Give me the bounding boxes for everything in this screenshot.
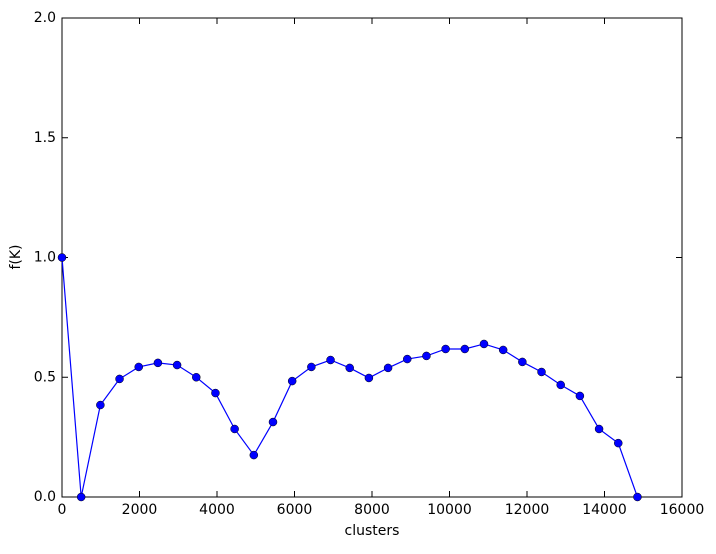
y-tick-label: 1.5 <box>34 130 56 146</box>
data-point <box>326 355 335 365</box>
data-point <box>134 362 143 372</box>
data-point <box>614 438 623 448</box>
y-tick-label: 0.5 <box>34 369 56 385</box>
x-tick-label: 6000 <box>277 502 313 518</box>
data-point <box>211 388 220 398</box>
x-tick-label: 14000 <box>582 502 627 518</box>
data-point <box>96 400 105 410</box>
data-point <box>441 344 450 354</box>
y-tick-label: 2.0 <box>34 10 56 26</box>
data-point <box>460 344 470 354</box>
data-point <box>57 253 67 262</box>
data-point <box>364 373 374 383</box>
data-point <box>575 391 585 401</box>
data-point <box>537 367 546 377</box>
data-point <box>307 362 316 372</box>
x-axis-label: clusters <box>345 523 400 539</box>
x-tick-label: 12000 <box>505 502 550 518</box>
data-point <box>594 424 604 434</box>
data-point <box>518 357 527 367</box>
data-point <box>115 374 124 384</box>
data-point <box>422 351 431 361</box>
y-tick-label: 1.0 <box>34 250 56 266</box>
data-point <box>153 358 163 368</box>
data-point <box>345 363 354 373</box>
x-tick-label: 16000 <box>660 502 705 518</box>
x-tick-label: 10000 <box>427 502 472 518</box>
data-point <box>192 373 201 382</box>
data-point <box>287 376 297 386</box>
data-point <box>383 363 393 373</box>
y-tick-label: 0.0 <box>34 489 56 505</box>
plot-frame <box>61 17 683 498</box>
data-point <box>556 380 565 390</box>
data-line <box>61 257 639 498</box>
data-point <box>230 424 239 434</box>
data-point <box>403 354 412 364</box>
data-point <box>633 492 642 502</box>
data-point <box>268 417 278 427</box>
data-point <box>249 450 259 460</box>
x-tick-label: 8000 <box>354 502 390 518</box>
data-point <box>76 492 86 502</box>
data-point <box>479 339 489 349</box>
data-point <box>498 345 508 355</box>
data-point <box>172 360 182 370</box>
y-axis-label: f(K) <box>8 244 24 269</box>
x-tick-label: 2000 <box>122 502 158 518</box>
x-tick-label: 0 <box>58 502 67 518</box>
x-tick-label: 4000 <box>199 502 235 518</box>
